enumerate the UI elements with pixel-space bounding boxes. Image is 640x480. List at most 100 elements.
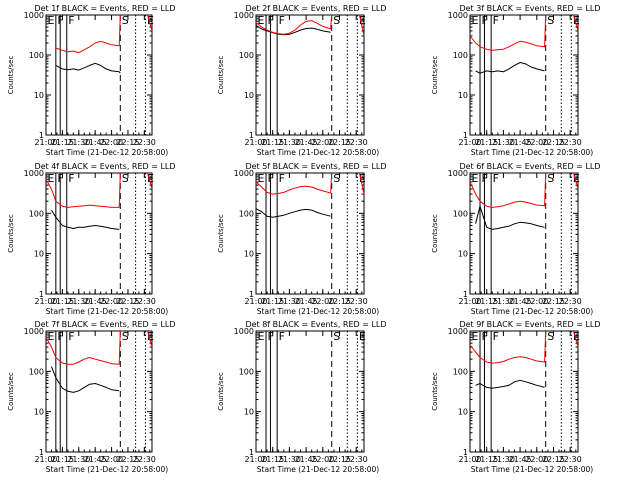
x-tick-label: 22:30 (345, 138, 368, 147)
y-tick-label: 1 (249, 448, 254, 457)
x-tick-label: 21:15 (51, 455, 74, 464)
x-tick-label: 21:00 (34, 455, 57, 464)
marker-letter: S (333, 172, 340, 185)
x-tick-label: 21:15 (475, 138, 498, 147)
marker-letter: E (48, 330, 55, 343)
y-tick-label: 10 (244, 408, 254, 417)
x-tick-label: 21:15 (51, 297, 74, 306)
marker-letter: S (547, 14, 554, 27)
series-events-line (475, 379, 545, 389)
x-tick-label: 22:00 (100, 297, 123, 306)
marker-letter: E (48, 14, 55, 27)
y-tick-label: 1000 (234, 11, 254, 20)
x-tick-label: 21:30 (278, 297, 301, 306)
series-lld-line (255, 14, 365, 37)
panel-title: Det 8f BLACK = Events, RED = LLD (245, 320, 386, 329)
y-tick-label: 10 (34, 91, 44, 100)
panel-1: Det 1f BLACK = Events, RED = LLD Counts/s… (7, 4, 176, 157)
x-tick-label: 22:30 (559, 138, 582, 147)
panel-title: Det 7f BLACK = Events, RED = LLD (34, 320, 175, 329)
x-axis-label: Start Time (21-Dec-12 20:58:00) (257, 148, 379, 157)
x-tick-label: 21:00 (244, 297, 267, 306)
x-tick-label: 21:00 (458, 138, 481, 147)
marker-letter: F (279, 330, 285, 343)
series-events-line (51, 209, 120, 230)
y-tick-label: 10 (244, 91, 254, 100)
panel-3: Det 3f BLACK = Events, RED = LLD Counts/s… (431, 4, 601, 157)
marker-letter: S (547, 172, 554, 185)
y-tick-label: 10 (458, 408, 468, 417)
x-tick-label: 21:00 (244, 138, 267, 147)
y-tick-label: 1000 (24, 169, 44, 178)
y-axis-label: Counts/sec (7, 214, 15, 253)
y-tick-label: 100 (453, 367, 468, 376)
marker-letter: E (147, 14, 154, 27)
marker-letter: E (359, 14, 366, 27)
series-lld-line (45, 172, 153, 208)
marker-letter: E (258, 172, 265, 185)
x-axis-label: Start Time (21-Dec-12 20:58:00) (471, 307, 593, 316)
x-tick-label: 22:00 (525, 297, 548, 306)
series-events-line (475, 205, 545, 230)
panel-5: Det 5f BLACK = Events, RED = LLD Counts/s… (217, 162, 387, 316)
x-axis-label: Start Time (21-Dec-12 20:58:00) (46, 307, 168, 316)
marker-letter: E (258, 330, 265, 343)
panel-9: Det 9f BLACK = Events, RED = LLD Counts/s… (431, 320, 601, 474)
x-tick-label: 22:00 (100, 138, 123, 147)
y-tick-label: 1 (39, 131, 44, 140)
x-axis-label: Start Time (21-Dec-12 20:58:00) (257, 307, 379, 316)
x-tick-label: 22:00 (311, 455, 334, 464)
y-tick-label: 10 (458, 91, 468, 100)
x-tick-label: 22:30 (559, 297, 582, 306)
panel-title: Det 2f BLACK = Events, RED = LLD (245, 4, 386, 13)
marker-letter: S (547, 330, 554, 343)
y-axis-label: Counts/sec (7, 372, 15, 411)
panel-title: Det 5f BLACK = Events, RED = LLD (245, 162, 386, 171)
panel-7: Det 7f BLACK = Events, RED = LLD Counts/s… (7, 320, 176, 474)
marker-letter: F (68, 14, 74, 27)
x-tick-label: 22:15 (542, 455, 565, 464)
marker-letter: S (122, 172, 129, 185)
y-tick-label: 10 (34, 250, 44, 259)
panel-8: Det 8f BLACK = Events, RED = LLD Counts/s… (217, 320, 387, 474)
x-tick-label: 22:15 (328, 297, 351, 306)
x-tick-label: 22:15 (328, 455, 351, 464)
marker-letter: E (147, 330, 154, 343)
x-tick-label: 21:00 (458, 297, 481, 306)
x-tick-label: 21:15 (475, 455, 498, 464)
marker-letter: F (493, 172, 499, 185)
x-axis-label: Start Time (21-Dec-12 20:58:00) (46, 148, 168, 157)
y-tick-label: 1 (39, 448, 44, 457)
x-tick-label: 22:00 (100, 455, 123, 464)
panel-title: Det 1f BLACK = Events, RED = LLD (34, 4, 175, 13)
x-tick-label: 21:45 (295, 297, 318, 306)
x-tick-label: 22:30 (133, 297, 156, 306)
y-axis-label: Counts/sec (431, 56, 439, 95)
x-tick-label: 22:30 (559, 455, 582, 464)
x-axis-label: Start Time (21-Dec-12 20:58:00) (46, 465, 168, 474)
marker-letter: S (333, 14, 340, 27)
y-tick-label: 100 (29, 367, 44, 376)
x-tick-label: 21:15 (261, 138, 284, 147)
x-tick-label: 21:30 (67, 455, 90, 464)
marker-letter: E (258, 14, 265, 27)
x-tick-label: 22:15 (116, 455, 139, 464)
y-tick-label: 10 (458, 250, 468, 259)
x-tick-label: 22:15 (542, 297, 565, 306)
marker-letter: F (493, 14, 499, 27)
marker-letter: E (573, 172, 580, 185)
series-lld-line (469, 14, 579, 51)
x-tick-label: 22:00 (525, 455, 548, 464)
y-tick-label: 1000 (234, 327, 254, 336)
x-tick-label: 21:30 (492, 297, 515, 306)
x-tick-label: 21:30 (278, 138, 301, 147)
y-tick-label: 1 (249, 131, 254, 140)
y-tick-label: 1000 (448, 11, 468, 20)
x-tick-label: 21:45 (295, 455, 318, 464)
y-tick-label: 1000 (234, 169, 254, 178)
panel-title: Det 4f BLACK = Events, RED = LLD (34, 162, 175, 171)
x-tick-label: 21:00 (244, 455, 267, 464)
marker-letter: E (359, 330, 366, 343)
y-tick-label: 1000 (448, 169, 468, 178)
